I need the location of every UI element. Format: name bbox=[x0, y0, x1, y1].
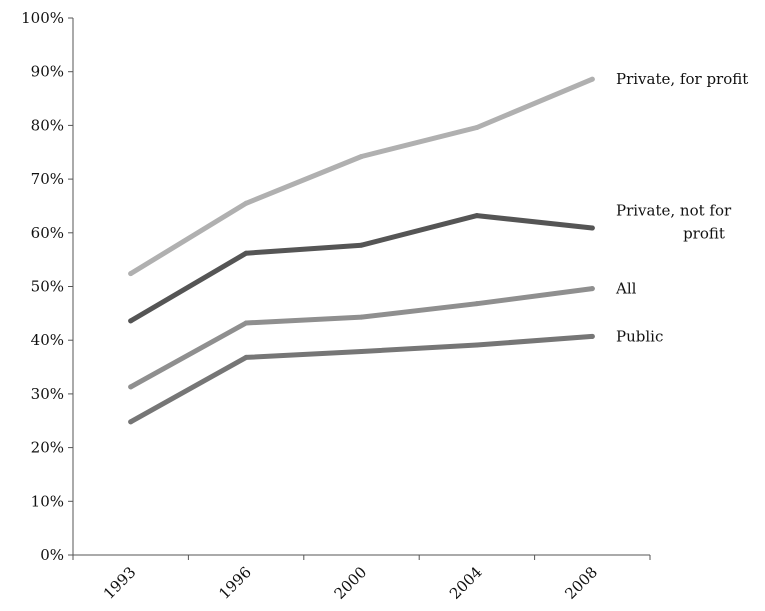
series-label: Private, for profit bbox=[616, 70, 748, 88]
y-tick-label: 40% bbox=[31, 331, 64, 349]
x-tick-label: 2008 bbox=[561, 563, 601, 603]
data-point bbox=[474, 342, 480, 348]
data-point bbox=[128, 271, 134, 277]
data-point bbox=[589, 333, 595, 339]
y-tick-label: 80% bbox=[31, 116, 64, 134]
data-point bbox=[359, 314, 364, 320]
data-point bbox=[589, 286, 595, 292]
y-tick-label: 90% bbox=[31, 63, 64, 81]
series-label-line: Public bbox=[616, 327, 663, 345]
x-tick-label: 2000 bbox=[331, 563, 371, 603]
data-point bbox=[128, 419, 134, 425]
y-tick-label: 0% bbox=[40, 546, 64, 564]
data-point bbox=[243, 354, 249, 360]
series-label-line: All bbox=[615, 280, 637, 298]
data-point bbox=[359, 154, 364, 160]
y-tick-label: 10% bbox=[31, 492, 64, 510]
data-point bbox=[243, 200, 249, 206]
x-ticks: 1993 1996 2000 2004 2008 bbox=[72, 555, 651, 603]
y-tick-label: 30% bbox=[31, 385, 64, 403]
series-label: All bbox=[615, 280, 637, 298]
series-label: Public bbox=[616, 327, 663, 345]
series-label-line: profit bbox=[683, 224, 725, 242]
series-label-line: Private, not for bbox=[616, 201, 732, 219]
y-tick-label: 70% bbox=[31, 170, 64, 188]
data-point bbox=[359, 348, 364, 354]
series-lines bbox=[128, 76, 595, 425]
data-point bbox=[589, 225, 595, 231]
series-line bbox=[128, 286, 595, 390]
y-tick-label: 20% bbox=[31, 439, 64, 457]
series-labels: Private, for profit Private, not for profi… bbox=[615, 70, 748, 345]
x-tick-label: 1996 bbox=[215, 563, 255, 603]
series-label-line: Private, for profit bbox=[616, 70, 748, 88]
data-point bbox=[128, 318, 134, 324]
x-tick-label: 2004 bbox=[446, 563, 486, 603]
data-point bbox=[243, 320, 249, 326]
y-tick-label: 60% bbox=[31, 224, 64, 242]
y-tick-label: 100% bbox=[21, 9, 64, 27]
data-point bbox=[359, 242, 364, 248]
data-point bbox=[243, 250, 249, 256]
axes bbox=[72, 18, 650, 556]
data-point bbox=[589, 76, 595, 82]
series-label: Private, not for profit bbox=[616, 201, 732, 242]
data-point bbox=[128, 384, 134, 390]
x-tick-label: 1993 bbox=[100, 563, 140, 603]
y-tick-label: 50% bbox=[31, 278, 64, 296]
data-point bbox=[474, 301, 480, 307]
data-point bbox=[474, 213, 480, 219]
y-ticks: 0% 10% 20% 30% 40% 50% 60% 70% 80% 90% 100% bbox=[21, 9, 73, 564]
data-point bbox=[474, 125, 480, 131]
